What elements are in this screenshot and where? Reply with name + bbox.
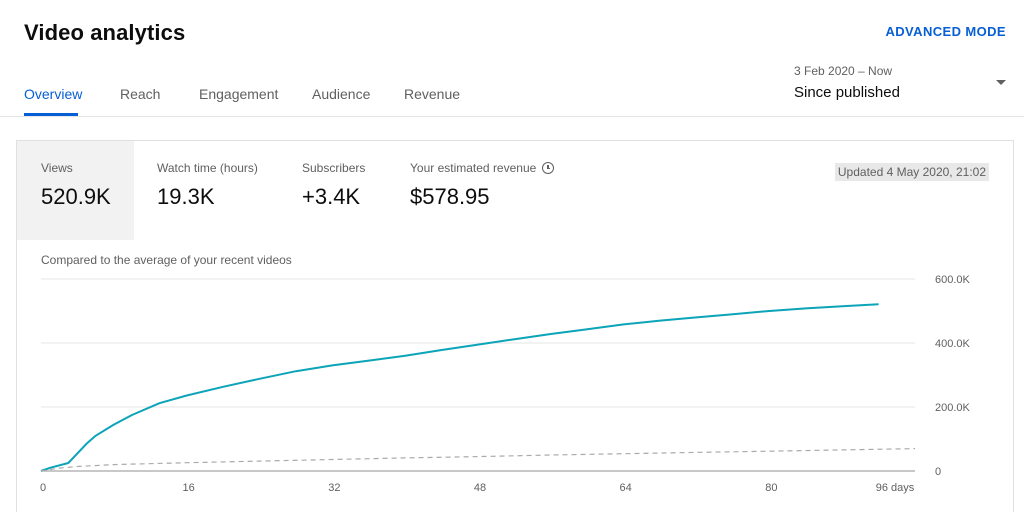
metric-revenue[interactable]: Your estimated revenue $578.95 (386, 141, 576, 240)
x-tick-label: 80 (765, 482, 777, 494)
metric-views-label: Views (41, 161, 73, 175)
date-range-selected: Since published (794, 84, 900, 101)
x-tick-label: 0 (40, 482, 46, 494)
y-tick-label: 600.0K (935, 274, 971, 286)
caret-down-icon (996, 80, 1006, 85)
metric-watch-time-value: 19.3K (157, 184, 215, 209)
tab-engagement[interactable]: Engagement (199, 86, 279, 102)
date-range-selector[interactable]: 3 Feb 2020 – Now Since published (794, 64, 1010, 108)
tab-overview[interactable]: Overview (24, 78, 82, 116)
analytics-card: Views 520.9K Watch time (hours) 19.3K Su… (16, 140, 1014, 512)
y-tick-label: 400.0K (935, 338, 971, 350)
page-title: Video analytics (24, 20, 186, 45)
tab-revenue[interactable]: Revenue (404, 86, 461, 102)
metric-subscribers-label: Subscribers (302, 161, 366, 175)
metric-revenue-label: Your estimated revenue (410, 161, 537, 175)
x-tick-label: 16 (183, 482, 195, 494)
comparison-note: Compared to the average of your recent v… (41, 253, 292, 267)
date-range-dates: 3 Feb 2020 – Now (794, 64, 893, 78)
x-tick-label: 48 (474, 482, 486, 494)
x-tick-label: 64 (620, 482, 632, 494)
header-divider (0, 116, 1024, 117)
metric-revenue-label-row: Your estimated revenue (410, 161, 576, 175)
metric-subscribers-value: +3.4K (302, 184, 361, 209)
metric-views-value: 520.9K (41, 184, 111, 209)
x-tick-label: 96 days (876, 482, 915, 494)
metric-watch-time[interactable]: Watch time (hours) 19.3K (133, 141, 278, 240)
views-chart: 0 200.0K 400.0K 600.0K 0 16 32 48 64 80 96 days (40, 274, 971, 494)
average-views-line (40, 448, 916, 472)
metric-views[interactable]: Views 520.9K (17, 141, 134, 240)
advanced-mode-button[interactable]: ADVANCED MODE (885, 24, 1006, 39)
updated-badge: Updated 4 May 2020, 21:02 (834, 163, 989, 181)
tab-audience[interactable]: Audience (312, 86, 371, 102)
y-tick-label: 0 (935, 466, 941, 478)
x-tick-label: 32 (328, 482, 340, 494)
views-line (40, 303, 879, 472)
metric-subscribers[interactable]: Subscribers +3.4K (278, 141, 386, 240)
y-tick-label: 200.0K (935, 402, 971, 414)
metric-revenue-value: $578.95 (410, 184, 490, 209)
clock-icon (542, 162, 555, 174)
tab-reach[interactable]: Reach (120, 86, 161, 102)
metric-watch-time-label: Watch time (hours) (157, 161, 258, 175)
